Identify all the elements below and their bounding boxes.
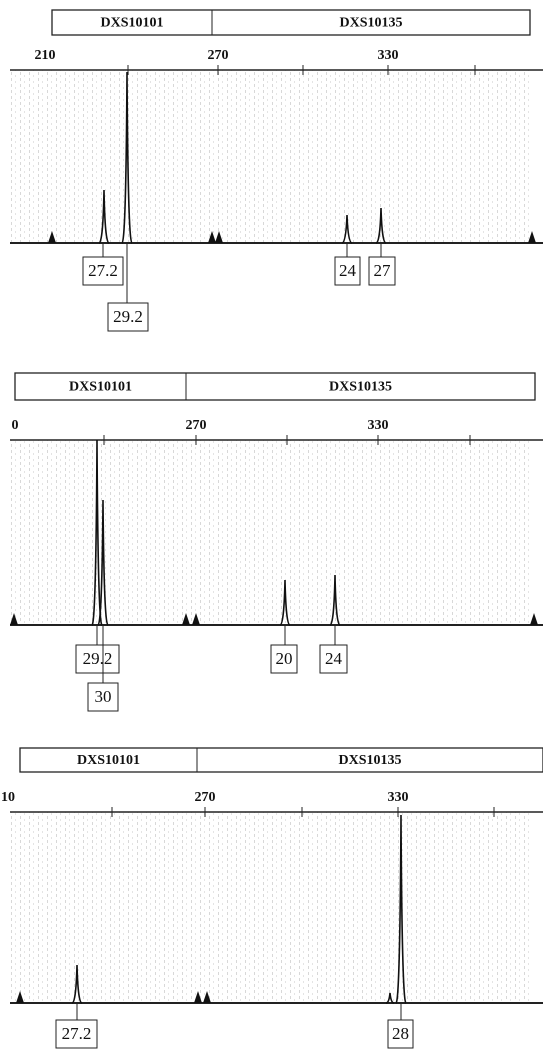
allele-label: 24 <box>325 649 343 668</box>
peak <box>395 814 407 1004</box>
allele-box <box>334 256 361 286</box>
ruler-label: 270 <box>186 418 207 433</box>
locus-label: DXS10101 <box>69 380 132 395</box>
peak <box>329 574 341 626</box>
peak <box>91 439 103 626</box>
ruler-label: 270 <box>195 790 216 805</box>
allele-box <box>387 1019 414 1049</box>
allele-label: 27.2 <box>88 261 118 280</box>
locus-bar <box>14 372 536 401</box>
size-standard-marker <box>182 613 190 625</box>
size-standard-marker <box>194 991 202 1003</box>
allele-box <box>87 682 119 712</box>
size-standard-marker <box>16 991 24 1003</box>
allele-label: 20 <box>276 649 293 668</box>
locus-label: DXS10135 <box>338 753 401 768</box>
plot-background <box>10 70 533 243</box>
peak <box>97 499 109 626</box>
size-standard-marker <box>203 991 211 1003</box>
allele-label: 27 <box>374 261 392 280</box>
size-standard-marker <box>10 613 18 625</box>
allele-box <box>55 1019 98 1049</box>
locus-label: DXS10101 <box>100 16 163 31</box>
peak <box>375 207 387 244</box>
size-standard-marker <box>208 231 216 243</box>
ruler-label: 330 <box>388 790 409 805</box>
panel: DXS10101 DXS10135 210 270 330 27.2 29.2 24 27 <box>10 9 543 332</box>
allele-box <box>75 644 120 674</box>
ruler-label: 10 <box>1 790 15 805</box>
allele-box <box>107 302 149 332</box>
allele-label: 27.2 <box>62 1024 92 1043</box>
allele-label: 30 <box>95 687 112 706</box>
panel: DXS10101 DXS10135 0 270 330 29.2 30 20 24 <box>10 372 543 712</box>
panel: DXS10101 DXS10135 10 270 330 27.2 28 <box>1 747 543 1049</box>
allele-label: 29.2 <box>83 649 113 668</box>
plot-background <box>10 440 533 625</box>
allele-box <box>319 644 348 674</box>
ruler-label: 330 <box>368 418 389 433</box>
peak <box>279 579 291 626</box>
peak <box>121 71 133 244</box>
ruler-label: 270 <box>208 48 229 63</box>
locus-bar <box>19 747 543 773</box>
size-standard-marker <box>528 231 536 243</box>
size-standard-marker <box>530 613 538 625</box>
allele-box <box>270 644 298 674</box>
allele-label: 29.2 <box>113 307 143 326</box>
peak <box>385 992 395 1004</box>
locus-bar <box>51 9 531 36</box>
locus-label: DXS10101 <box>77 753 140 768</box>
size-standard-marker <box>192 613 200 625</box>
peak <box>71 964 83 1004</box>
ruler-label: 0 <box>12 418 19 433</box>
peak <box>98 189 110 244</box>
allele-label: 28 <box>392 1024 409 1043</box>
size-standard-marker <box>48 231 56 243</box>
ruler-label: 330 <box>378 48 399 63</box>
size-standard-marker <box>215 231 223 243</box>
locus-label: DXS10135 <box>339 16 402 31</box>
allele-box <box>82 256 124 286</box>
ruler-label: 210 <box>35 48 56 63</box>
peak <box>341 214 353 244</box>
plot-background <box>10 812 533 1003</box>
allele-box <box>368 256 396 286</box>
allele-label: 24 <box>339 261 357 280</box>
locus-label: DXS10135 <box>329 380 392 395</box>
